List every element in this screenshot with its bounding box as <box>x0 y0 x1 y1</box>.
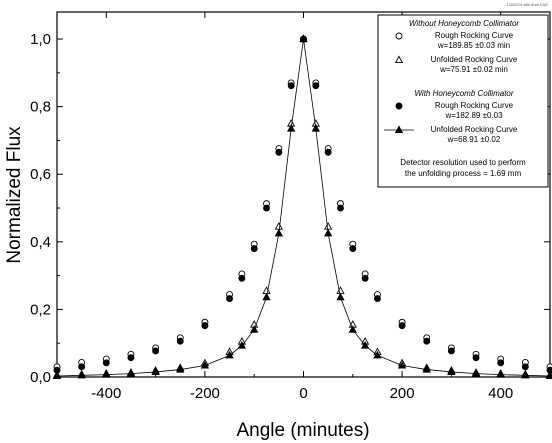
data-point <box>447 367 456 375</box>
y-tick-label: 0,2 <box>30 301 51 318</box>
y-axis-title: Normalized Flux <box>4 126 25 264</box>
legend: Without Honeycomb Collimator Rough Rocki… <box>377 14 549 188</box>
legend-width-4: w=68.91 ±0.02 <box>447 135 501 144</box>
data-point <box>546 366 552 374</box>
data-point <box>176 337 184 345</box>
series-3 <box>53 35 552 374</box>
series-4 <box>52 34 552 380</box>
data-point <box>299 34 308 43</box>
data-point <box>238 274 246 282</box>
data-point <box>152 347 160 355</box>
data-point <box>176 365 185 373</box>
data-point <box>361 274 369 282</box>
data-point <box>275 148 283 156</box>
y-tick-label: 0,4 <box>30 234 51 251</box>
data-point <box>201 322 209 330</box>
data-point <box>77 370 86 379</box>
legend-note-line-2: the unfolding process = 1.69 mm <box>405 169 522 178</box>
data-point <box>336 286 345 294</box>
data-point <box>471 369 481 377</box>
data-point <box>250 325 259 333</box>
data-point <box>311 124 320 132</box>
data-point <box>423 337 431 345</box>
legend-label-4: Unfolded Rocking Curve <box>431 125 518 134</box>
data-point <box>102 370 111 378</box>
data-point <box>348 325 357 333</box>
data-point <box>226 295 234 303</box>
legend-group1-header: Without Honeycomb Collimator <box>409 19 520 28</box>
data-point <box>262 286 271 294</box>
data-point <box>497 359 505 367</box>
x-tick-label: -400 <box>91 385 121 402</box>
legend-markers <box>384 32 414 134</box>
y-tick-label: 0,8 <box>30 99 51 116</box>
data-point <box>323 222 333 230</box>
data-point <box>52 371 62 380</box>
data-point <box>360 341 370 349</box>
y-tick-label: 0,0 <box>30 369 51 386</box>
data-point <box>374 295 381 303</box>
legend-group2-header: With Honeycomb Collimator <box>414 89 513 98</box>
legend-width-1: w=189.85 ±0.03 min <box>437 41 510 50</box>
data-point <box>126 369 136 377</box>
legend-marker <box>395 32 403 40</box>
data-point <box>102 359 110 367</box>
legend-marker <box>395 102 403 110</box>
legend-box <box>377 14 549 188</box>
data-point <box>447 347 455 355</box>
data-point <box>287 124 296 132</box>
data-point <box>398 322 406 330</box>
data-point <box>78 363 86 371</box>
data-point <box>521 370 530 379</box>
data-series <box>52 34 552 380</box>
x-tick-label: 200 <box>390 385 415 402</box>
data-point <box>200 360 210 369</box>
data-point <box>250 245 258 253</box>
legend-marker <box>394 55 404 64</box>
data-point <box>225 350 234 359</box>
data-point <box>336 292 345 301</box>
data-point <box>263 204 270 212</box>
data-point <box>422 365 431 373</box>
y-tick-label: 0,6 <box>30 166 51 183</box>
x-tick-label: 0 <box>299 385 307 402</box>
y-axis: 0,0 0,2 0,4 0,6 0,8 1,0 <box>30 31 550 386</box>
data-point <box>496 370 505 378</box>
data-point <box>312 82 320 90</box>
legend-marker <box>394 125 404 134</box>
data-point <box>262 292 271 301</box>
legend-note-line-1: Detector resolution used to perform <box>400 158 526 167</box>
legend-label-2: Unfolded Rocking Curve <box>431 55 518 64</box>
data-point <box>127 354 135 362</box>
data-point <box>274 222 284 230</box>
data-point <box>324 148 332 156</box>
y-tick-label: 1,0 <box>30 31 51 48</box>
data-point <box>237 341 247 349</box>
data-point <box>274 228 284 237</box>
data-point <box>323 228 333 237</box>
data-point <box>472 354 480 362</box>
legend-width-3: w=182.89 ±0.03 <box>444 111 503 120</box>
legend-width-2: w=75.91 ±0.02 min <box>439 65 508 74</box>
data-point <box>521 363 529 371</box>
legend-label-1: Rough Rocking Curve <box>435 31 514 40</box>
x-tick-label: 400 <box>488 385 513 402</box>
x-axis-title: Angle (minutes) <box>236 420 369 441</box>
data-point <box>337 204 344 212</box>
data-point <box>373 350 382 359</box>
data-point <box>287 82 295 90</box>
data-point <box>397 360 407 369</box>
corner-note: 1260224 with final C&E <box>506 2 548 7</box>
data-point <box>349 245 357 253</box>
data-point <box>151 367 160 375</box>
legend-label-3: Rough Rocking Curve <box>435 101 514 110</box>
x-tick-label: -200 <box>190 385 220 402</box>
